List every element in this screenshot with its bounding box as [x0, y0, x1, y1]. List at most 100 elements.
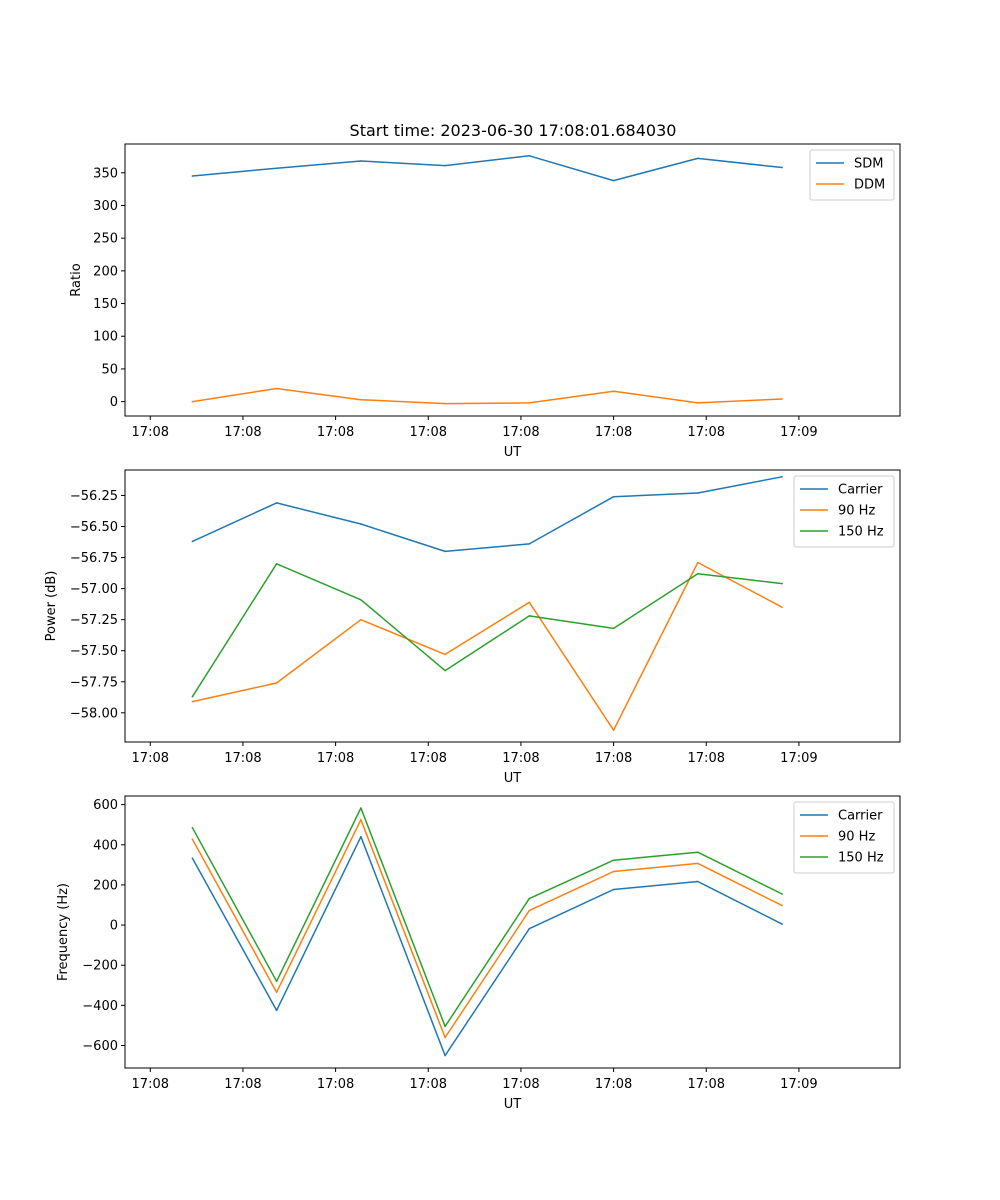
- data-point: [697, 561, 699, 564]
- y-tick-label: −600: [82, 1039, 118, 1054]
- data-point: [697, 572, 699, 575]
- y-tick-label: 0: [110, 919, 118, 934]
- chart-1: 17:08 17:08 17:08 17:08 17:08 17:08 17:08 17:09…: [69, 143, 901, 460]
- y-tick-label: 300: [93, 199, 118, 214]
- x-tick-label: 17:08: [410, 425, 447, 440]
- data-point: [528, 402, 531, 404]
- series-line-ddm: [192, 387, 783, 405]
- data-point: [697, 492, 699, 494]
- data-point: [275, 562, 278, 565]
- x-tick-label: 17:08: [410, 1077, 447, 1092]
- data-point: [528, 543, 531, 545]
- data-point: [528, 897, 531, 900]
- x-tick-label: 17:08: [595, 751, 632, 766]
- data-point: [275, 167, 278, 169]
- data-point: [612, 888, 615, 891]
- legend-label: Carrier: [838, 809, 883, 824]
- y-tick-label: 150: [93, 297, 118, 312]
- x-tick-label: 17:08: [224, 1077, 261, 1092]
- x-tick-label: 17:08: [688, 751, 725, 766]
- data-point: [612, 390, 615, 392]
- y-tick-label: −57.75: [70, 675, 118, 690]
- y-tick-label: 400: [93, 838, 118, 853]
- data-point: [191, 826, 194, 829]
- y-tick-label: −56.75: [70, 551, 118, 566]
- y-tick-label: 350: [93, 166, 118, 181]
- series-line-carrier: [192, 476, 783, 553]
- x-tick-label: 17:08: [224, 425, 261, 440]
- x-tick-label: 17:09: [780, 751, 817, 766]
- y-tick-label: −57.00: [70, 582, 118, 597]
- data-point: [528, 154, 531, 157]
- data-point: [444, 1054, 446, 1057]
- data-point: [697, 851, 699, 854]
- data-point: [360, 818, 362, 821]
- data-point: [781, 904, 783, 907]
- data-point: [781, 398, 783, 400]
- x-tick-label: 17:09: [780, 1077, 817, 1092]
- data-point: [191, 857, 194, 860]
- data-point: [275, 387, 278, 390]
- y-tick-label: 100: [93, 330, 118, 345]
- data-point: [444, 1025, 446, 1028]
- x-tick-label: 17:08: [410, 751, 447, 766]
- series-line-150-hz: [191, 807, 783, 1028]
- charts-group: 17:08 17:08 17:08 17:08 17:08 17:08 17:08 17:09…: [44, 143, 901, 1112]
- legend-label: SDM: [854, 157, 883, 172]
- data-point: [781, 923, 783, 925]
- y-tick-label: −200: [82, 959, 118, 974]
- x-tick-label: 17:08: [595, 1077, 632, 1092]
- series-line-90-hz: [192, 561, 783, 731]
- data-point: [275, 991, 278, 994]
- x-tick-label: 17:08: [502, 751, 539, 766]
- figure-title: Start time: 2023-06-30 17:08:01.684030: [350, 121, 677, 140]
- data-point: [275, 980, 278, 983]
- data-point: [444, 669, 446, 672]
- data-point: [275, 502, 278, 504]
- y-tick-label: −57.25: [70, 613, 118, 628]
- data-point: [612, 179, 615, 182]
- data-point: [444, 550, 446, 553]
- legend-label: 150 Hz: [838, 851, 884, 866]
- x-tick-label: 17:08: [502, 1077, 539, 1092]
- data-point: [612, 495, 615, 498]
- data-point: [528, 615, 531, 617]
- x-tick-label: 17:09: [780, 425, 817, 440]
- y-tick-label: −57.50: [70, 644, 118, 659]
- plot-area-frame: [124, 469, 901, 743]
- data-point: [360, 835, 362, 838]
- plot-area-frame: [124, 143, 901, 417]
- y-tick-label: −400: [82, 999, 118, 1014]
- data-point: [191, 175, 194, 177]
- data-point: [444, 164, 446, 167]
- data-point: [191, 700, 194, 703]
- x-tick-label: 17:08: [132, 751, 169, 766]
- x-tick-label: 17:08: [595, 425, 632, 440]
- y-tick-label: −56.25: [70, 489, 118, 504]
- x-tick-label: 17:08: [317, 751, 354, 766]
- data-point: [360, 160, 362, 162]
- data-point: [191, 838, 194, 840]
- y-tick-label: 200: [93, 878, 118, 893]
- data-point: [360, 618, 362, 621]
- legend-label: DDM: [854, 178, 885, 193]
- data-point: [191, 540, 194, 543]
- x-tick-label: 17:08: [688, 1077, 725, 1092]
- data-point: [275, 682, 278, 684]
- y-tick-label: 50: [101, 362, 118, 377]
- data-point: [528, 909, 531, 912]
- data-point: [191, 695, 194, 698]
- data-point: [612, 870, 615, 873]
- legend-label: Carrier: [838, 483, 883, 498]
- data-point: [697, 862, 699, 865]
- y-tick-label: 200: [93, 264, 118, 279]
- data-point: [528, 927, 531, 930]
- plot-area-frame: [124, 795, 901, 1069]
- x-axis-label: UT: [504, 771, 522, 786]
- x-tick-label: 17:08: [688, 425, 725, 440]
- series-line-90-hz: [191, 818, 783, 1039]
- data-point: [612, 859, 615, 862]
- data-point: [360, 598, 362, 601]
- series-line-sdm: [192, 155, 783, 182]
